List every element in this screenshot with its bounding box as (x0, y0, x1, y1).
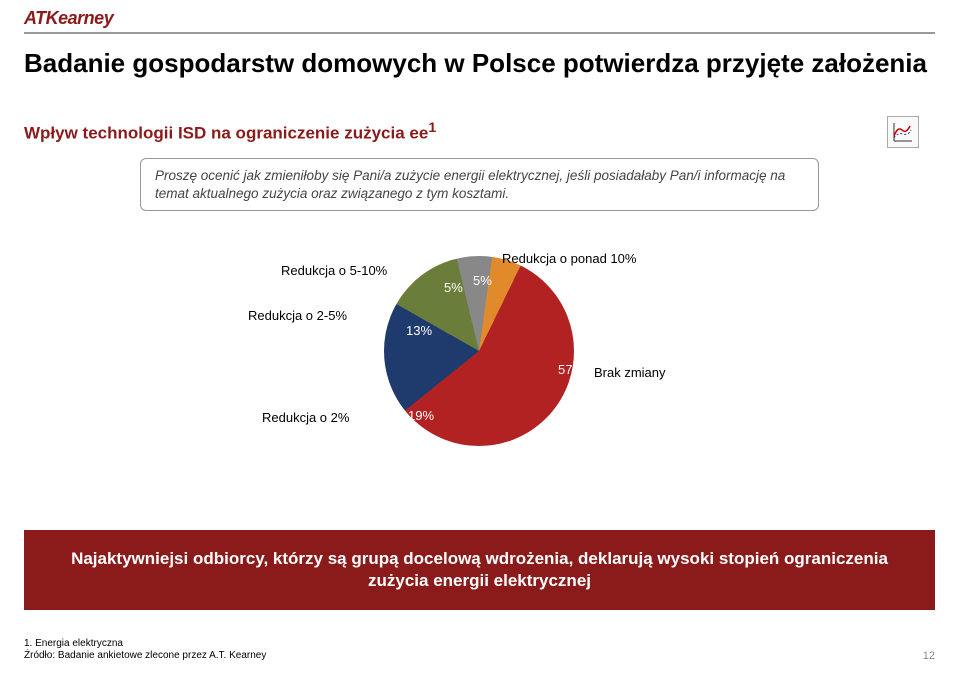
slice-pct-red10p: 5% (473, 273, 492, 288)
slice-pct-brak: 57% (558, 362, 584, 377)
footnote-line-2: Źródło: Badanie ankietowe zlecone przez … (24, 650, 266, 662)
page-title: Badanie gospodarstw domowych w Polsce po… (24, 48, 935, 79)
subtitle: Wpływ technologii ISD na ograniczenie zu… (24, 120, 436, 144)
slice-label-brak: Brak zmiany (594, 365, 666, 380)
slice-label-red25: Redukcja o 2-5% (248, 308, 347, 323)
subtitle-text: Wpływ technologii ISD na ograniczenie zu… (24, 124, 428, 143)
slice-pct-red2: 19% (408, 408, 434, 423)
page-number: 12 (923, 650, 935, 662)
subtitle-sup: 1 (428, 120, 436, 136)
slice-pct-red25: 13% (406, 323, 432, 338)
slice-label-red2: Redukcja o 2% (262, 410, 349, 425)
logo: ATKearney (24, 8, 113, 29)
info-box: Proszę ocenić jak zmieniłoby się Pani/a … (140, 158, 819, 211)
callout: Najaktywniejsi odbiorcy, którzy są grupą… (24, 530, 935, 610)
slice-label-red510: Redukcja o 5-10% (281, 263, 387, 278)
divider (24, 32, 935, 34)
slice-pct-red510: 5% (444, 280, 463, 295)
footnote-line-1: 1. Energia elektryczna (24, 638, 266, 650)
chart-icon (887, 116, 919, 148)
footnote: 1. Energia elektryczna Źródło: Badanie a… (24, 638, 266, 662)
slice-label-red10p: Redukcja o ponad 10% (502, 251, 636, 266)
